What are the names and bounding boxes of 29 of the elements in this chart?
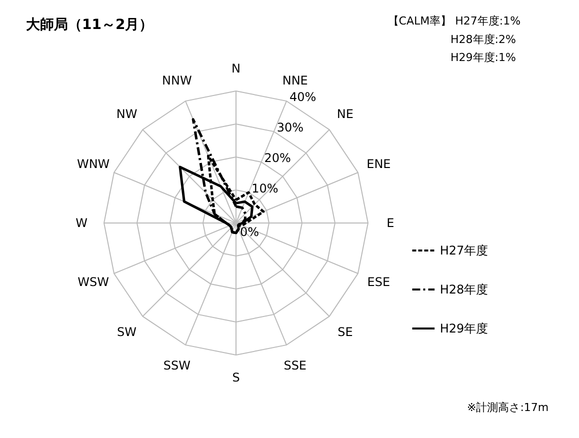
spoke-label: SSW xyxy=(163,358,191,373)
legend-label: H28年度 xyxy=(440,282,488,296)
spoke-label: W xyxy=(76,216,88,230)
legend-label: H29年度 xyxy=(440,322,488,336)
y-tick-label: 10% xyxy=(252,182,278,196)
legend-label: H27年度 xyxy=(440,244,488,258)
spoke-label: ENE xyxy=(366,156,391,171)
spoke-label: S xyxy=(232,370,240,384)
y-tick-label: 40% xyxy=(290,90,316,104)
spoke-label: SE xyxy=(338,325,353,340)
spoke-label: N xyxy=(232,62,240,76)
text: 【CALM率】 H27年度:1% xyxy=(388,14,521,28)
spoke-label: WNW xyxy=(76,156,110,171)
spoke-label: WSW xyxy=(78,275,110,290)
text: ※計測高さ:17m xyxy=(467,400,549,414)
spoke-label: NW xyxy=(116,106,138,121)
spoke-label: SSE xyxy=(284,358,307,373)
spoke-label: ESE xyxy=(367,275,390,290)
spoke-label: SW xyxy=(117,325,137,340)
spoke-label: NNE xyxy=(282,73,308,88)
chart-title: 大師局（11～2月） xyxy=(26,17,154,33)
y-tick-label: 30% xyxy=(276,120,304,135)
spoke-label: NNW xyxy=(162,73,192,88)
spoke-label: E xyxy=(386,216,394,230)
y-tick-label: 20% xyxy=(264,151,291,166)
spoke-label: NE xyxy=(336,106,354,121)
text: H29年度:1% xyxy=(450,51,516,64)
y-tick-label: 0% xyxy=(240,225,260,239)
text: H28年度:2% xyxy=(450,32,516,46)
